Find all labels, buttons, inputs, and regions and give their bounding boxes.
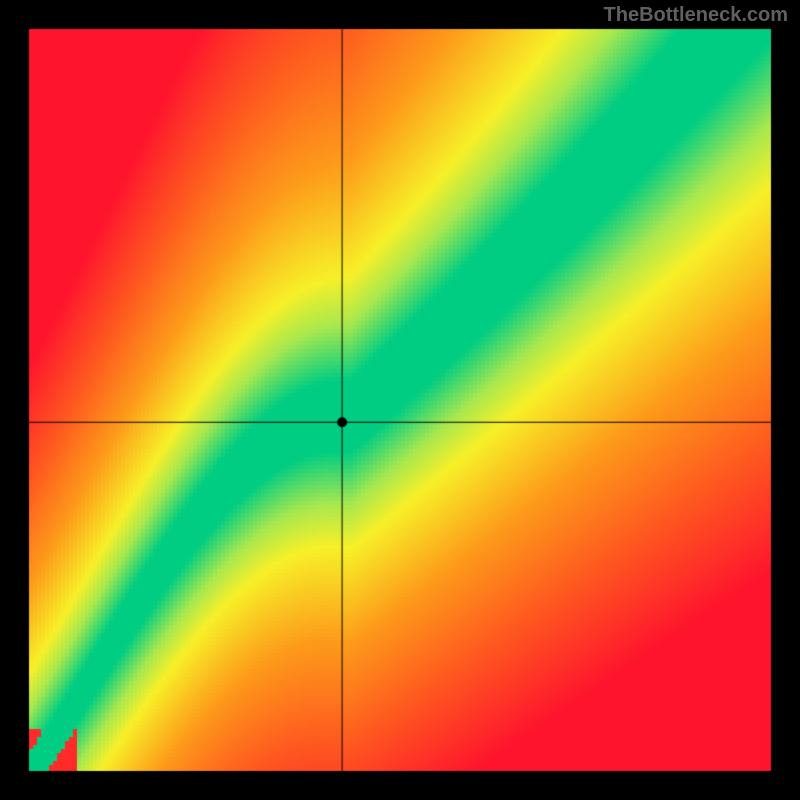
watermark-text: TheBottleneck.com [604, 4, 788, 27]
heatmap-canvas [0, 0, 800, 800]
chart-container: TheBottleneck.com [0, 0, 800, 800]
